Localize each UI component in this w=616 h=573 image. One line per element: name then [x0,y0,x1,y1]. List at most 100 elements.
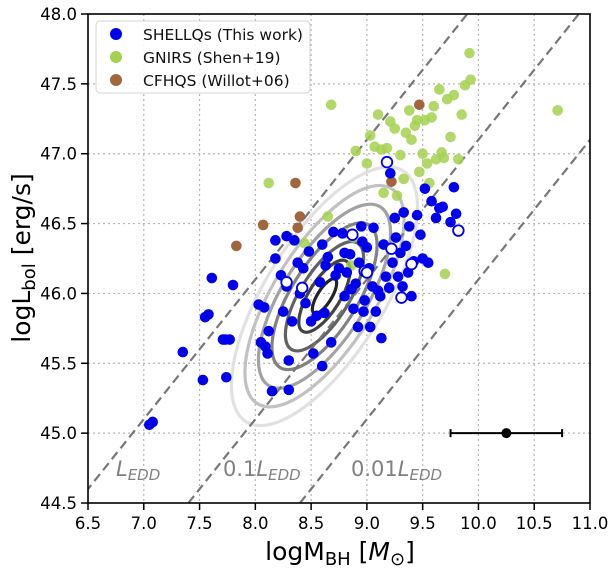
legend-item-cfhqs: CFHQS (Willot+06) [110,72,290,90]
x-tick-label: 10.0 [460,514,497,533]
error-bar-point [501,428,512,439]
data-point [411,209,423,221]
data-points [144,47,563,431]
data-point [350,278,362,289]
data-point [391,190,403,201]
data-point [266,385,278,397]
data-point [390,232,402,243]
data-point [341,267,353,278]
data-point [328,226,339,238]
data-point [281,230,292,242]
data-point [303,246,315,257]
data-point [411,114,423,126]
data-point [421,158,433,169]
edd-label-1: LEDD [116,457,160,484]
data-point [445,131,456,143]
data-point [289,235,300,246]
x-tick-label: 8.5 [298,514,324,533]
data-point [422,257,434,268]
error-bar [449,428,564,439]
edd-label-2: 0.1LEDD [223,457,301,484]
legend: SHELLQs (This work) GNIRS (Shen+19) CFHQ… [95,20,311,94]
y-tick-label: 46.5 [40,215,77,234]
data-point [380,271,392,282]
data-point [337,228,348,239]
legend-label-cfhqs: CFHQS (Willot+06) [143,72,290,90]
y-tick-label: 47.0 [40,145,77,164]
data-point [197,374,209,386]
data-point [352,321,364,333]
data-point [428,100,440,112]
data-point [258,302,270,313]
x-tick-label: 8.0 [242,514,268,533]
data-point [262,348,273,359]
data-point [257,219,269,231]
data-point [552,105,563,116]
data-point [221,371,232,383]
data-point-open [452,224,465,237]
data-point [383,282,395,294]
data-point [403,221,415,232]
data-point [344,249,356,260]
data-point [406,290,417,302]
data-point [299,237,310,249]
data-point [406,134,417,146]
data-point [292,222,304,234]
y-axis-ticks: 44.5 45.0 45.5 46.0 46.5 47.0 47.5 48.0 [40,5,88,513]
data-point [361,158,373,169]
data-point [339,290,350,302]
legend-item-shellqs: SHELLQs (This work) [110,26,303,44]
data-point [294,211,306,222]
data-point [385,167,396,179]
data-point [378,187,389,199]
x-tick-label: 7.5 [186,514,212,533]
data-point [358,306,369,317]
y-tick-label: 45.5 [40,354,77,373]
data-point [322,251,334,263]
data-point [395,149,406,161]
data-point [376,332,387,344]
x-axis-label: logMBH [M⊙] [265,537,415,570]
data-point-open [360,266,374,279]
legend-marker-shellqs [110,28,122,40]
data-point [224,334,235,345]
legend-marker-cfhqs [110,74,122,86]
x-tick-label: 9.0 [354,514,380,533]
data-point-open [346,228,359,241]
x-tick-label: 6.5 [75,514,101,533]
data-point [448,181,460,193]
contour-level [297,258,352,334]
data-point [203,309,214,320]
legend-marker-gnirs [110,51,122,63]
data-point [263,177,275,189]
data-point [381,142,393,154]
y-tick-label: 48.0 [40,5,77,24]
data-point [389,123,401,134]
data-point [387,257,398,268]
data-point [439,268,451,280]
data-point [400,240,412,252]
data-point [372,109,384,120]
data-point [314,276,326,288]
data-point [325,337,337,348]
data-point [364,321,376,333]
y-tick-label: 44.5 [40,494,77,513]
data-point [438,152,450,164]
data-point [426,195,437,207]
data-point [290,177,301,189]
data-point [465,74,476,85]
data-point [320,260,331,271]
data-point [283,355,295,366]
data-point [277,306,289,317]
data-point [206,272,218,284]
data-point [298,262,309,274]
data-point [353,257,365,268]
data-point [361,242,373,253]
data-point-open [385,242,398,255]
data-point [430,212,442,224]
x-tick-label: 10.5 [516,514,553,533]
data-point [414,99,425,111]
data-point [398,173,410,185]
data-point-open [295,281,309,295]
